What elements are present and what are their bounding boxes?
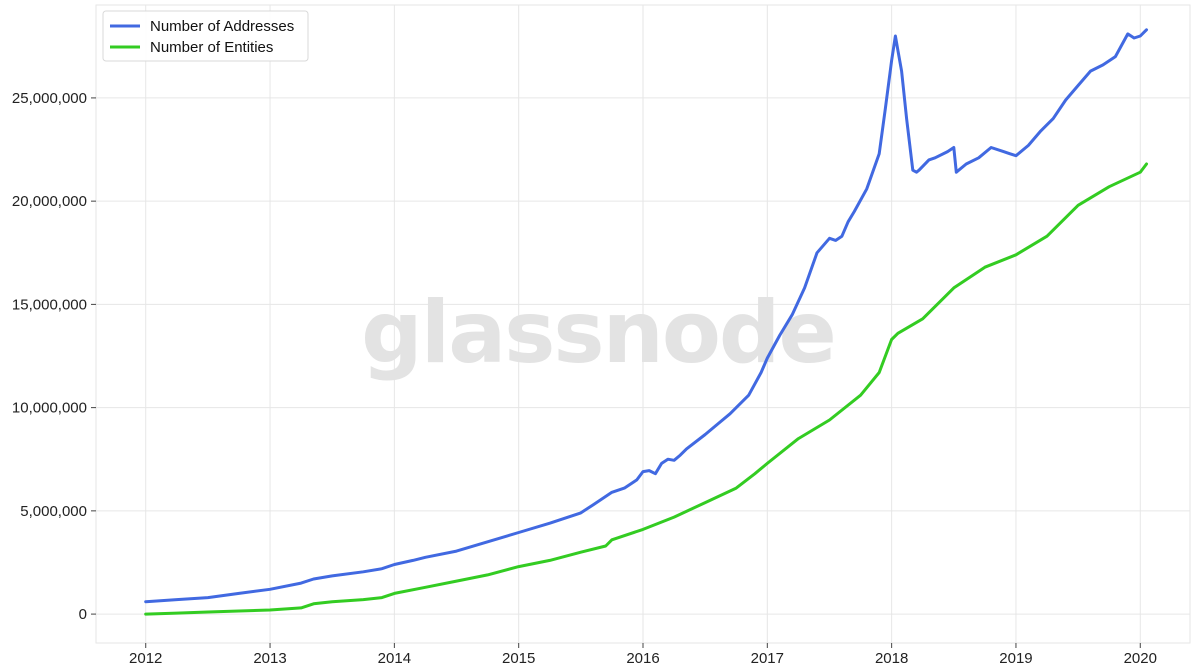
y-tick-label: 5,000,000 bbox=[20, 503, 87, 520]
y-tick-label: 20,000,000 bbox=[12, 193, 87, 210]
watermark-logo: glassnode bbox=[361, 283, 835, 383]
x-tick-label: 2012 bbox=[129, 650, 162, 667]
series-line-number-of-addresses bbox=[144, 28, 1148, 604]
legend-box bbox=[102, 10, 309, 62]
legend-label: Number of Entities bbox=[150, 39, 273, 56]
y-tick-label: 25,000,000 bbox=[12, 90, 87, 107]
x-tick-label: 2013 bbox=[253, 650, 286, 667]
x-tick-label: 2018 bbox=[875, 650, 908, 667]
x-tick-label: 2015 bbox=[502, 650, 535, 667]
series-layer bbox=[144, 28, 1148, 616]
x-tick-label: 2020 bbox=[1124, 650, 1157, 667]
y-tick-label: 0 bbox=[79, 606, 87, 623]
y-tick-label: 10,000,000 bbox=[12, 400, 87, 417]
legend: Number of Addresses Number of Entities bbox=[102, 10, 309, 62]
y-tick-label: 15,000,000 bbox=[12, 296, 87, 313]
legend-label: Number of Addresses bbox=[150, 18, 294, 35]
x-tick-label: 2016 bbox=[626, 650, 659, 667]
x-tick-label: 2019 bbox=[999, 650, 1032, 667]
grid bbox=[96, 5, 1190, 643]
x-tick-label: 2014 bbox=[378, 650, 411, 667]
x-axis: 2012 2013 2014 2015 2016 2017 2018 2019 2020 bbox=[129, 643, 1157, 667]
x-tick-label: 2017 bbox=[751, 650, 784, 667]
y-axis: 0 5,000,000 10,000,000 15,000,000 20,000,000… bbox=[12, 90, 96, 623]
series-line-number-of-entities bbox=[144, 162, 1148, 616]
